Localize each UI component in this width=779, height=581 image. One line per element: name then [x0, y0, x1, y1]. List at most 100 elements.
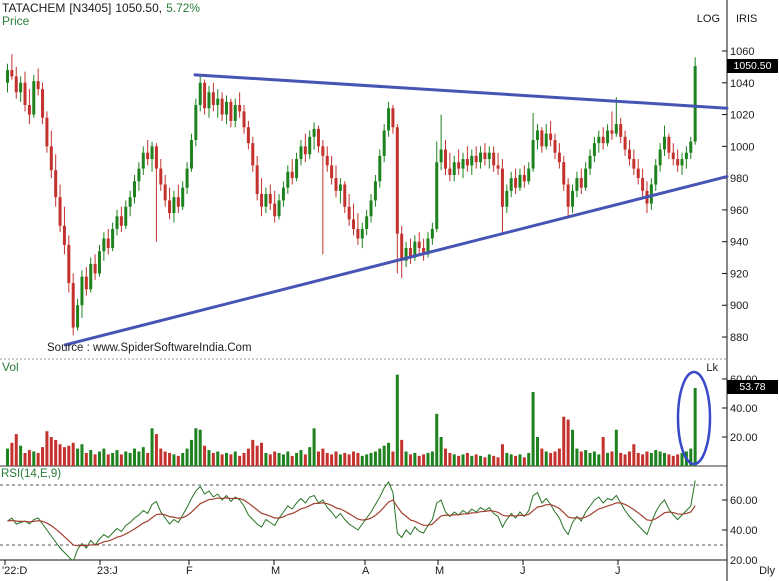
candle-body	[255, 165, 259, 195]
volume-bar	[479, 455, 483, 466]
price-tick-label: 900	[730, 300, 748, 312]
month-label: M	[271, 565, 280, 577]
volume-bar	[680, 452, 684, 466]
candle-body	[575, 178, 579, 191]
volume-bar	[417, 455, 421, 466]
volume-bar	[299, 450, 303, 466]
volume-bar	[470, 455, 474, 466]
candle-body	[500, 168, 504, 207]
volume-bar	[610, 451, 614, 466]
candle-body	[373, 181, 377, 201]
candle-body	[509, 178, 513, 191]
candle-body	[273, 203, 277, 217]
volume-bar	[500, 444, 504, 466]
candle-body	[444, 149, 447, 169]
volume-bar	[281, 454, 285, 466]
candle-body	[111, 228, 115, 249]
volume-bar	[273, 451, 277, 466]
volume-bar	[619, 452, 623, 466]
volume-bar	[627, 451, 631, 466]
candle-body	[422, 248, 426, 255]
candle-body	[268, 194, 272, 204]
volume-bar	[483, 457, 487, 466]
candle-body	[632, 159, 636, 169]
candle-body	[58, 197, 62, 226]
candle-body	[505, 190, 509, 207]
volume-bar	[111, 452, 115, 466]
volume-bar	[588, 452, 592, 466]
candle-body	[168, 200, 172, 214]
candle-body	[211, 92, 215, 106]
candle-body	[62, 225, 66, 245]
candle-body	[23, 82, 27, 106]
volume-bar	[522, 457, 526, 466]
volume-bar	[45, 431, 49, 466]
candle-body	[343, 184, 347, 207]
volume-bar	[189, 439, 193, 466]
volume-bar	[119, 454, 123, 466]
volume-bar	[176, 455, 180, 466]
volume-bar	[408, 454, 412, 466]
candle-body	[671, 152, 675, 160]
candle-body	[457, 162, 461, 169]
volume-bar	[89, 450, 93, 466]
candle-body	[378, 155, 382, 182]
candle-body	[321, 146, 325, 156]
volume-badge: 53.78	[727, 380, 778, 394]
candle-body	[14, 76, 18, 93]
volume-highlight-ellipse[interactable]	[676, 370, 712, 466]
volume-bar	[62, 447, 66, 466]
log-scale-label[interactable]: LOG	[696, 13, 720, 25]
candle-body	[163, 184, 167, 201]
volume-bar	[474, 454, 478, 466]
volume-bar	[268, 454, 272, 466]
rsi-tick-label: 40.00	[730, 525, 758, 537]
volume-bar	[614, 429, 618, 466]
candle-body	[220, 98, 224, 115]
candle-body	[286, 171, 290, 188]
candle-body	[549, 133, 553, 140]
candle-body	[439, 149, 443, 163]
volume-bar	[391, 451, 395, 466]
volume-bar	[80, 444, 84, 466]
candle-body	[435, 162, 439, 229]
volume-bar	[387, 442, 391, 466]
candle-body	[141, 152, 145, 169]
candle-body	[194, 105, 198, 140]
volume-bar	[181, 452, 185, 466]
candle-body	[492, 152, 496, 166]
change-percent: 5.72%	[166, 1, 201, 15]
candle-body	[330, 165, 334, 179]
volume-bar	[360, 455, 364, 466]
candle-body	[400, 233, 404, 261]
periodicity-label[interactable]: Dly	[759, 565, 775, 577]
volume-bar	[242, 452, 246, 466]
candle-body	[487, 152, 491, 160]
volume-bar	[347, 454, 351, 466]
candle-body	[365, 216, 369, 229]
volume-bar	[163, 451, 167, 466]
candle-body	[10, 70, 14, 77]
candle-body	[312, 128, 316, 137]
volume-bar	[562, 416, 566, 466]
candle-body	[430, 228, 434, 239]
volume-pane-label: Vol	[2, 360, 19, 374]
rsi-tick-label: 60.00	[730, 495, 758, 507]
volume-bar	[54, 439, 58, 466]
volume-bar	[141, 447, 145, 466]
candle-body	[185, 168, 189, 188]
candle-body	[641, 178, 645, 191]
candle-body	[452, 162, 456, 175]
volume-bar	[531, 392, 535, 466]
trendline-lower-support[interactable]	[63, 175, 729, 347]
volume-bar	[527, 452, 531, 466]
volume-bar	[229, 454, 233, 466]
volume-bar	[168, 452, 172, 466]
candle-body	[71, 282, 75, 328]
volume-bar	[207, 450, 211, 466]
month-label: M	[435, 565, 444, 577]
volume-bar	[124, 451, 128, 466]
candle-body	[553, 139, 557, 153]
trendline-upper-resistance[interactable]	[193, 73, 729, 110]
